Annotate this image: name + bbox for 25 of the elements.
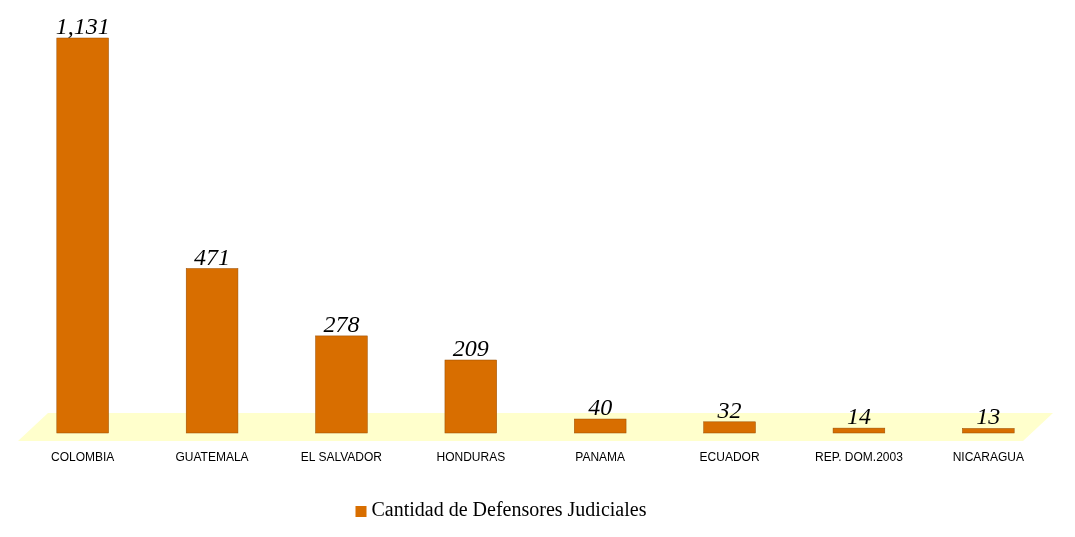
bar (962, 428, 1015, 434)
bar (574, 418, 627, 434)
bar (703, 421, 756, 434)
x-tick-label: PANAMA (575, 450, 626, 464)
bar (315, 335, 368, 434)
x-tick-label: REP. DOM.2003 (815, 450, 904, 464)
x-tick-label: GUATEMALA (175, 450, 249, 464)
x-tick-label: ECUADOR (699, 450, 760, 464)
bar (832, 427, 886, 434)
data-label: 14 (846, 403, 871, 430)
x-tick-label: COLOMBIA (51, 450, 115, 464)
data-label: 1,131 (55, 13, 110, 39)
x-tick-label: HONDURAS (436, 450, 506, 464)
data-label: 471 (194, 243, 231, 270)
bar (444, 359, 497, 434)
x-tick-label: NICARAGUA (952, 450, 1024, 464)
legend-label: Cantidad de Defensores Judiciales (371, 498, 647, 520)
data-label: 278 (323, 310, 360, 337)
x-tick-label: EL SALVADOR (300, 450, 383, 464)
data-label: 209 (452, 335, 489, 362)
bar (185, 268, 239, 434)
bar (56, 37, 109, 434)
data-label: 32 (716, 396, 742, 423)
data-label: 13 (976, 403, 1001, 430)
data-label: 40 (588, 394, 613, 421)
